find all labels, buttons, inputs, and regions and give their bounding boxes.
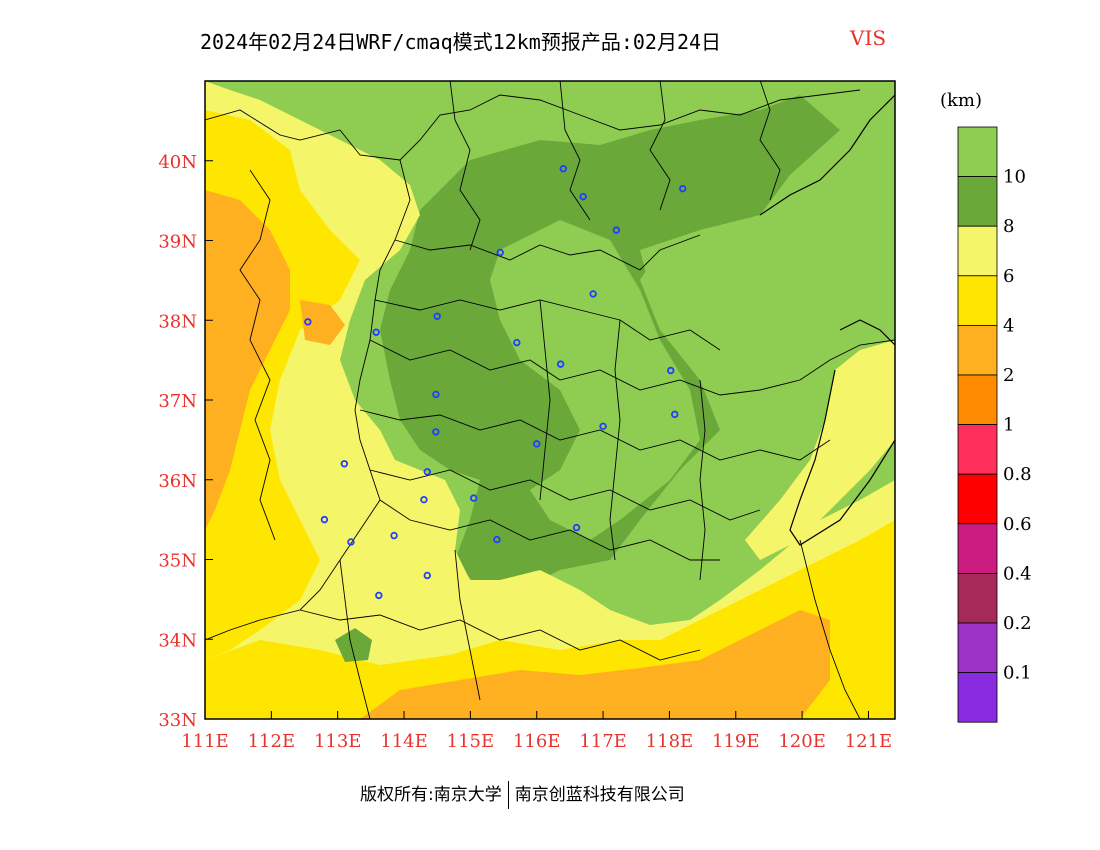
lon-tick-label: 115E <box>447 731 495 752</box>
colorbar-label: 8 <box>1003 216 1014 237</box>
lat-tick-label: 40N <box>158 152 197 173</box>
city-marker <box>559 165 567 173</box>
colorbar-label: 0.8 <box>1003 464 1032 485</box>
colorbar-swatch <box>957 672 998 723</box>
city-marker <box>496 248 504 257</box>
footer-copyright: 版权所有:南京大学 <box>360 785 502 805</box>
city-marker <box>433 312 441 320</box>
lon-tick-label: 117E <box>579 731 627 752</box>
colorbar-label: 0.2 <box>1003 613 1032 634</box>
colorbar-label: 0.6 <box>1003 514 1032 535</box>
field-8km-patch <box>335 628 372 662</box>
city-marker <box>372 328 380 336</box>
city-marker <box>432 390 440 399</box>
city-marker <box>493 535 501 544</box>
boundaries <box>205 81 895 719</box>
colorbar-swatch <box>957 324 998 376</box>
field-2km <box>205 190 290 530</box>
lon-tick-label: 118E <box>646 731 694 752</box>
lat-tick-label: 37N <box>158 391 197 412</box>
field-10km-inner <box>490 220 700 540</box>
lon-tick-label: 111E <box>181 731 229 752</box>
field-6km-coast <box>745 340 895 560</box>
footer-company: 南京创蓝科技有限公司 <box>514 785 685 805</box>
city-marker <box>375 591 383 600</box>
city-marker <box>671 410 679 419</box>
title-text: 2024年02月24日WRF/cmaq模式12km预报产品:02月24日 <box>200 30 722 54</box>
colorbar-label: 10 <box>1003 167 1026 188</box>
city-marker <box>572 523 581 532</box>
colorbar-swatch <box>957 374 998 425</box>
city-marker <box>347 538 355 546</box>
field-6km <box>205 81 895 719</box>
city-marker <box>556 360 565 368</box>
colorbar-swatch <box>957 523 998 574</box>
colorbar-swatch <box>957 176 998 227</box>
colorbar-label: 6 <box>1003 266 1014 287</box>
city-marker <box>533 440 541 448</box>
city-marker <box>579 192 587 201</box>
colorbar: 10 8 6 4 2 1 0.8 0.6 0.4 0.2 0.1 <box>957 126 1032 723</box>
city-marker <box>667 366 675 375</box>
lon-tick-label: 119E <box>712 731 760 752</box>
lon-tick-label: 114E <box>380 731 428 752</box>
colorbar-swatch <box>957 225 998 277</box>
field-2km-south <box>360 610 830 719</box>
city-marker <box>589 290 597 298</box>
city-markers <box>304 165 687 600</box>
colorbar-label: 0.4 <box>1003 563 1032 584</box>
colorbar-swatch <box>957 573 998 624</box>
city-marker <box>678 184 687 193</box>
city-marker <box>420 495 428 504</box>
legend-unit: (km) <box>940 90 983 111</box>
footer: 版权所有:南京大学 南京创蓝科技有限公司 <box>360 780 685 809</box>
field-2km-patch <box>300 300 345 345</box>
lat-tick-label: 35N <box>158 551 197 572</box>
lon-tick-label: 113E <box>314 731 362 752</box>
colorbar-swatch <box>957 424 998 475</box>
lon-tick-label: 121E <box>845 731 893 752</box>
city-marker <box>612 226 621 234</box>
lon-tick-label: 112E <box>248 731 296 752</box>
map-title: 2024年02月24日WRF/cmaq模式12km预报产品:02月24日 VIS <box>0 26 1100 56</box>
city-marker <box>390 531 398 540</box>
city-marker <box>470 494 478 502</box>
colorbar-label: 2 <box>1003 365 1014 386</box>
city-marker <box>320 515 329 524</box>
lat-tick-label: 33N <box>158 710 197 731</box>
city-marker <box>340 460 349 468</box>
city-marker <box>304 318 312 326</box>
colorbar-swatch <box>957 622 998 673</box>
lon-tick-label: 116E <box>513 731 561 752</box>
coastline <box>759 94 895 546</box>
axis-ticks: 111E 112E 113E 114E 115E 116E 117E 118E 119E 120E… <box>158 152 892 752</box>
colorbar-label: 4 <box>1003 315 1014 336</box>
footer-separator <box>507 781 509 809</box>
field-10km-east <box>640 130 895 400</box>
colorbar-swatch <box>957 126 998 177</box>
colorbar-label: 0.1 <box>1003 663 1032 684</box>
lon-tick-label: 120E <box>778 731 826 752</box>
colorbar-swatch <box>957 275 998 326</box>
city-marker <box>423 571 431 580</box>
city-marker <box>423 468 431 476</box>
city-marker <box>432 428 440 436</box>
colorbar-label: 1 <box>1003 415 1014 436</box>
variable-name: VIS <box>850 26 887 50</box>
map-panel <box>205 81 895 719</box>
lat-tick-label: 36N <box>158 471 197 492</box>
city-marker <box>599 422 607 431</box>
lat-tick-label: 39N <box>158 232 197 253</box>
lat-tick-label: 34N <box>158 630 197 651</box>
colorbar-swatch <box>957 473 998 525</box>
lat-tick-label: 38N <box>158 311 197 332</box>
city-marker <box>513 338 521 347</box>
